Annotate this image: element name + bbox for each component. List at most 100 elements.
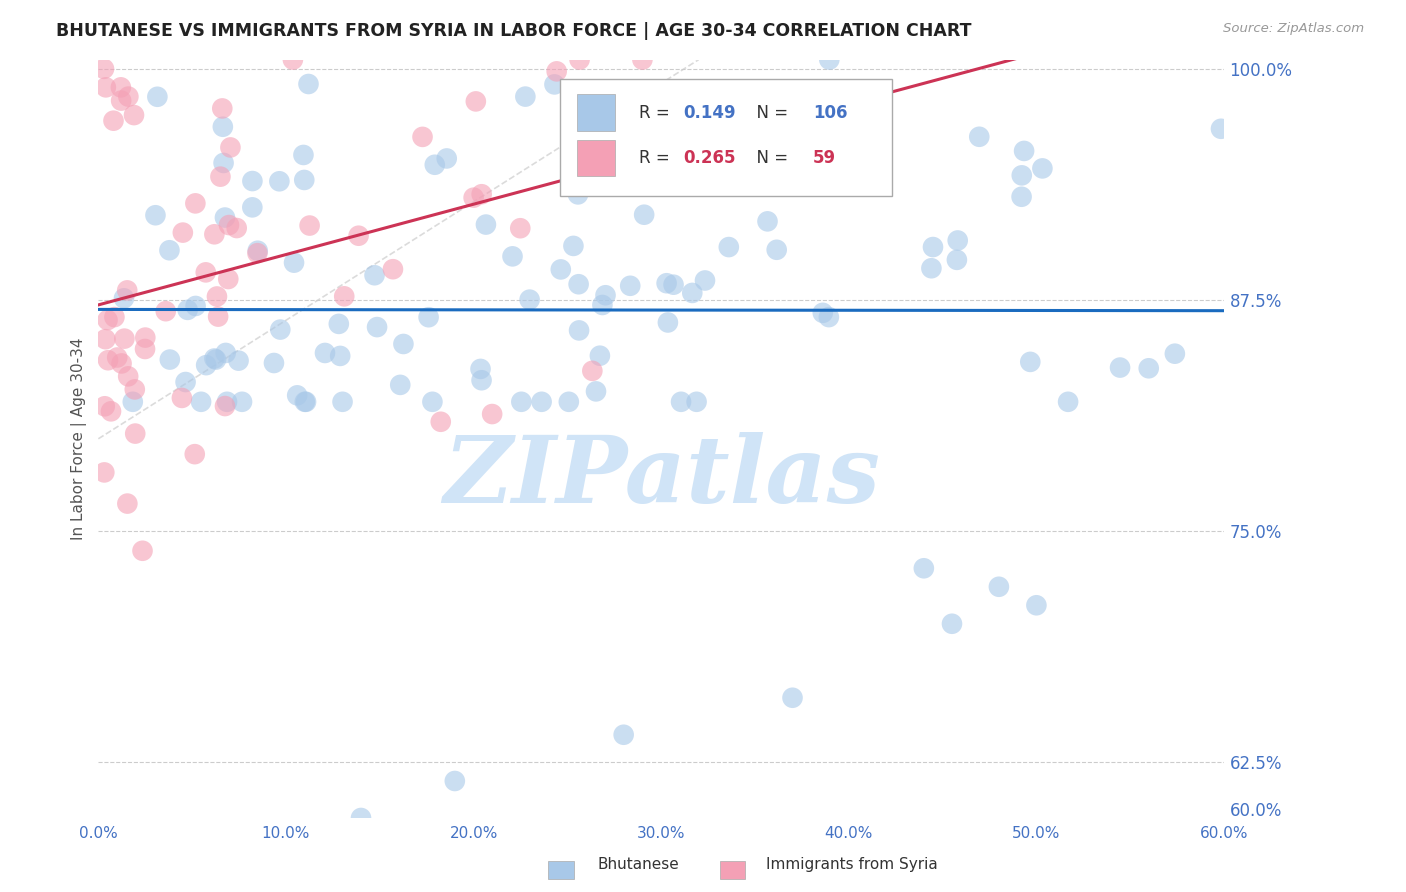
Point: [567, 187, 589, 202]
Point: [631, 53, 654, 67]
Point: [205, 352, 228, 367]
Point: [481, 407, 503, 421]
Point: [194, 265, 217, 279]
Point: [100, 404, 122, 418]
Text: R =: R =: [638, 149, 675, 167]
Point: [228, 353, 250, 368]
Point: [328, 317, 350, 331]
Point: [471, 373, 494, 387]
Point: [184, 196, 207, 211]
Point: [946, 234, 969, 248]
Point: [363, 268, 385, 283]
Point: [155, 304, 177, 318]
Point: [502, 249, 524, 263]
Point: [818, 53, 841, 67]
Point: [105, 351, 128, 365]
Point: [295, 394, 318, 409]
Point: [568, 323, 591, 337]
Text: 106: 106: [813, 103, 848, 121]
Y-axis label: In Labor Force | Age 30-34: In Labor Force | Age 30-34: [72, 337, 87, 540]
Point: [685, 394, 707, 409]
Point: [184, 299, 207, 313]
Point: [283, 255, 305, 269]
Point: [585, 384, 607, 399]
Point: [110, 94, 132, 108]
Point: [294, 394, 316, 409]
Point: [546, 64, 568, 78]
Point: [366, 320, 388, 334]
Point: [93, 62, 115, 76]
Point: [333, 289, 356, 303]
Point: [190, 394, 212, 409]
Point: [463, 191, 485, 205]
Point: [112, 332, 135, 346]
Point: [240, 200, 263, 214]
Point: [115, 284, 138, 298]
Point: [422, 394, 444, 409]
Point: [562, 239, 585, 253]
Point: [103, 310, 125, 324]
Point: [790, 143, 813, 157]
Point: [211, 120, 233, 134]
Point: [94, 332, 117, 346]
Point: [655, 277, 678, 291]
Text: ZIPatlas: ZIPatlas: [443, 432, 880, 522]
Point: [693, 273, 716, 287]
Point: [1209, 121, 1232, 136]
Point: [214, 399, 236, 413]
Point: [117, 89, 139, 103]
Point: [423, 158, 446, 172]
Point: [717, 240, 740, 254]
Point: [219, 140, 242, 154]
Point: [756, 214, 779, 228]
Point: [1164, 347, 1187, 361]
Point: [581, 364, 603, 378]
Bar: [576, 140, 614, 177]
Point: [263, 356, 285, 370]
Point: [110, 80, 132, 95]
FancyBboxPatch shape: [560, 78, 891, 196]
Point: [174, 375, 197, 389]
Point: [170, 391, 193, 405]
Point: [589, 349, 612, 363]
Point: [103, 113, 125, 128]
Point: [292, 148, 315, 162]
Point: [987, 580, 1010, 594]
Point: [790, 87, 813, 102]
Point: [619, 278, 641, 293]
Point: [613, 728, 636, 742]
Point: [93, 466, 115, 480]
Point: [218, 218, 240, 232]
Point: [443, 774, 465, 789]
Point: [515, 89, 537, 103]
Point: [464, 95, 486, 109]
Point: [94, 80, 117, 95]
Point: [110, 356, 132, 370]
Point: [347, 228, 370, 243]
Point: [595, 288, 617, 302]
Point: [121, 394, 143, 409]
Point: [314, 346, 336, 360]
Point: [737, 138, 759, 153]
Point: [215, 394, 238, 409]
Point: [657, 316, 679, 330]
Point: [568, 53, 591, 67]
Text: N =: N =: [745, 149, 793, 167]
Point: [112, 291, 135, 305]
Point: [207, 310, 229, 324]
Point: [205, 289, 228, 303]
Text: 59: 59: [813, 149, 837, 167]
Point: [117, 369, 139, 384]
Point: [298, 219, 321, 233]
Point: [1025, 599, 1047, 613]
Point: [591, 298, 613, 312]
Point: [1011, 190, 1033, 204]
Point: [782, 690, 804, 705]
Text: Bhutanese: Bhutanese: [598, 857, 679, 872]
Point: [471, 187, 494, 202]
Point: [124, 426, 146, 441]
Point: [231, 394, 253, 409]
Text: 0.149: 0.149: [683, 103, 737, 121]
Point: [1137, 361, 1160, 376]
Point: [242, 174, 264, 188]
